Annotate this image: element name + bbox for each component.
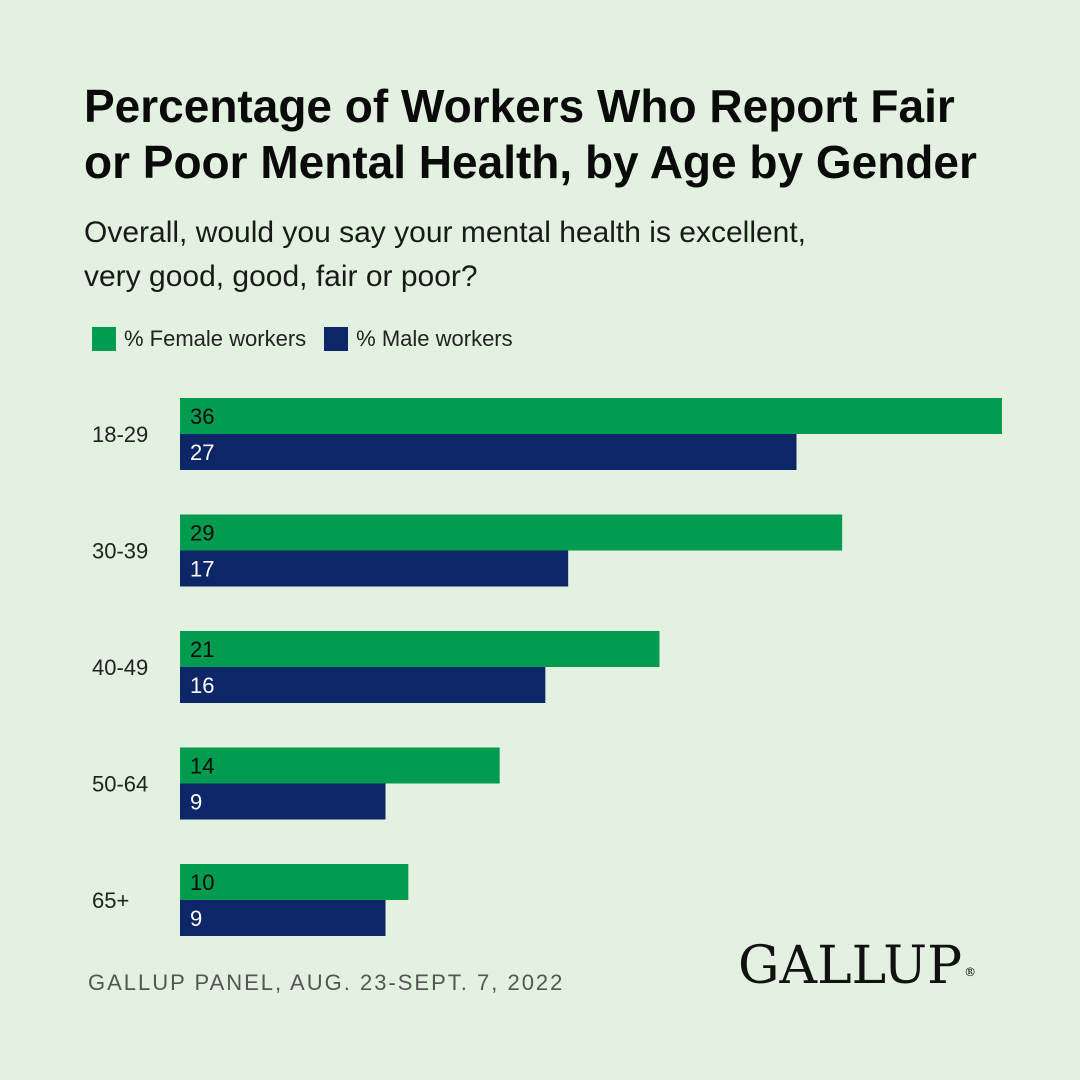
chart-subtitle-line-1: Overall, would you say your mental healt…: [84, 216, 807, 249]
gallup-logo: GALLUP ®: [738, 936, 976, 996]
data-label-male-50-64: 9: [190, 790, 202, 815]
bar-female-50-64: [180, 747, 500, 784]
category-label-65: 65+: [92, 888, 129, 913]
bar-female-65: [180, 864, 409, 900]
data-label-male-65: 9: [190, 906, 202, 931]
chart-subtitle: Overall, would you say your mental healt…: [84, 211, 1014, 299]
data-label-female-65: 10: [190, 870, 214, 895]
category-label-18-29: 18-29: [92, 422, 148, 447]
data-label-female-50-64: 14: [190, 754, 214, 779]
data-label-female-18-29: 36: [190, 404, 214, 429]
bar-female-18-29: [180, 398, 1002, 434]
category-label-50-64: 50-64: [92, 772, 148, 797]
chart-legend: % Female workers % Male workers: [92, 324, 531, 354]
chart-title: Percentage of Workers Who Report Fair or…: [84, 78, 1044, 190]
legend-label-male: % Male workers: [356, 326, 513, 351]
chart-title-line-1: Percentage of Workers Who Report Fair: [84, 80, 955, 132]
bar-male-50-64: [180, 783, 386, 820]
data-label-male-40-49: 16: [190, 673, 214, 698]
registered-mark: ®: [964, 965, 977, 979]
bar-male-40-49: [180, 667, 546, 703]
legend-label-female: % Female workers: [124, 326, 307, 351]
bar-female-40-49: [180, 631, 660, 667]
source-note: GALLUP PANEL, AUG. 23-SEPT. 7, 2022: [88, 970, 565, 995]
bar-female-30-39: [180, 514, 843, 551]
category-label-30-39: 30-39: [92, 539, 148, 564]
legend-item-female: % Female workers: [92, 326, 306, 352]
bar-male-30-39: [180, 550, 569, 587]
data-label-female-40-49: 21: [190, 637, 214, 662]
bar-male-65: [180, 900, 386, 936]
bar-male-18-29: [180, 434, 797, 470]
category-label-40-49: 40-49: [92, 655, 148, 680]
chart-subtitle-line-2: very good, good, fair or poor?: [84, 260, 478, 293]
legend-swatch-male: [324, 327, 349, 351]
data-label-female-30-39: 29: [190, 521, 214, 546]
logo-wordmark: GALLUP: [738, 936, 963, 996]
data-label-male-30-39: 17: [190, 557, 214, 582]
legend-swatch-female: [92, 327, 116, 351]
data-label-male-18-29: 27: [190, 440, 214, 465]
chart-title-line-2: or Poor Mental Health, by Age by Gender: [84, 136, 977, 188]
legend-item-male: % Male workers: [324, 326, 513, 352]
